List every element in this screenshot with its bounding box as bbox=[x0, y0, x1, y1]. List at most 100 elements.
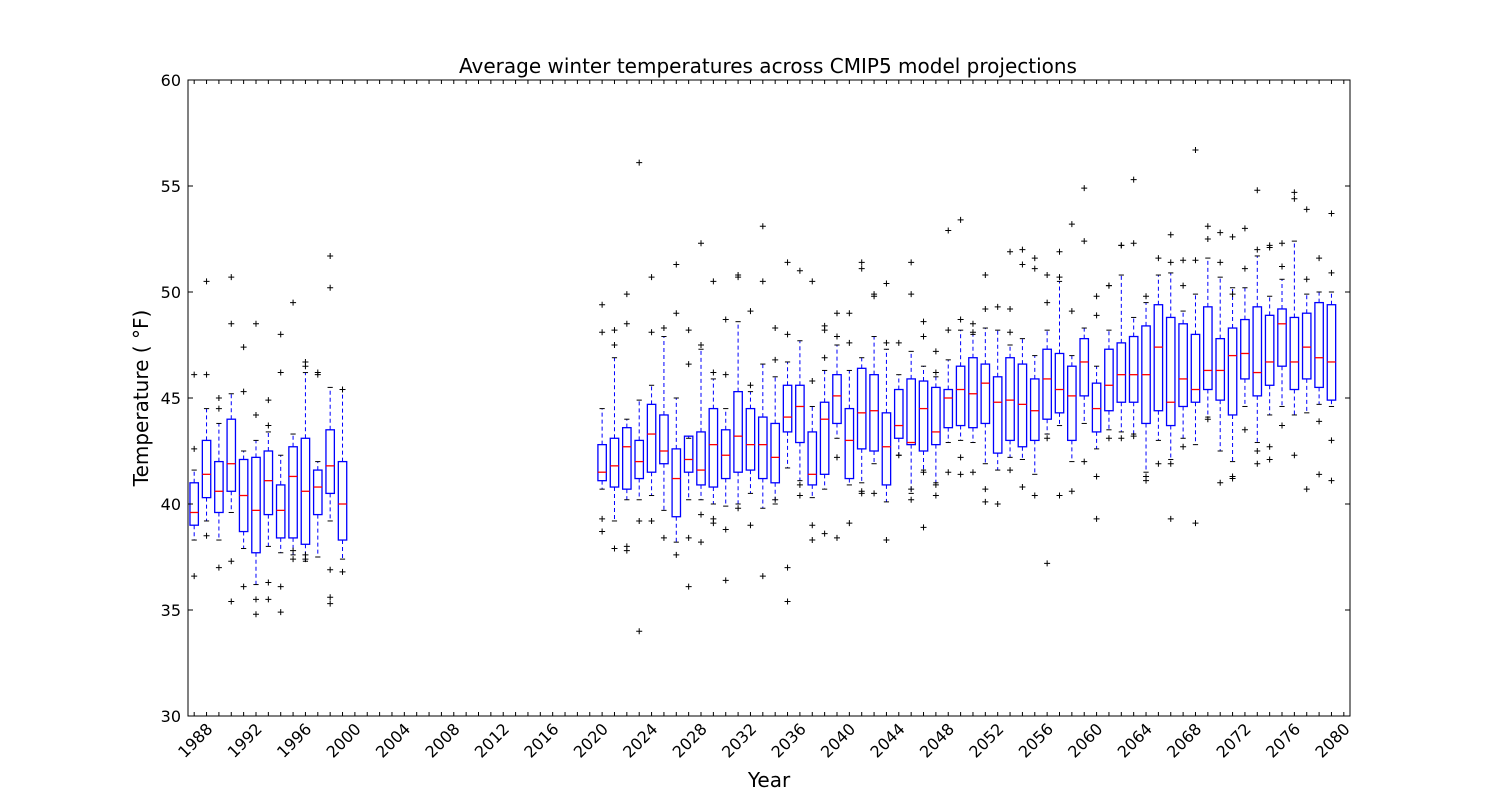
box-plot-2068 bbox=[1190, 146, 1201, 527]
flier-point bbox=[932, 369, 939, 376]
box bbox=[312, 469, 323, 516]
flier-point bbox=[1007, 305, 1014, 312]
flier-point bbox=[240, 583, 247, 590]
x-tick-label: 2032 bbox=[718, 719, 760, 761]
flier-point bbox=[821, 322, 828, 329]
box-plot-2037 bbox=[807, 278, 818, 544]
flier-point bbox=[759, 573, 766, 580]
flier-point bbox=[215, 564, 222, 571]
box bbox=[819, 401, 830, 475]
flier-point bbox=[883, 339, 890, 346]
flier-point bbox=[1130, 240, 1137, 247]
box bbox=[1017, 363, 1028, 448]
flier-point bbox=[1279, 422, 1286, 429]
box bbox=[325, 429, 336, 495]
flier-point bbox=[1044, 435, 1051, 442]
flier-point bbox=[908, 486, 915, 493]
box-plot-2047 bbox=[931, 348, 941, 499]
box-plot-2040 bbox=[844, 310, 855, 527]
axes-frame bbox=[187, 79, 1351, 717]
y-axis-title: Temperature ( °F) bbox=[129, 310, 153, 488]
box-plot-2044 bbox=[893, 339, 904, 459]
box bbox=[275, 484, 286, 539]
flier-point bbox=[969, 329, 976, 336]
box-plot-2061 bbox=[1104, 282, 1114, 442]
flier-point bbox=[735, 505, 742, 512]
flier-point bbox=[1266, 456, 1273, 463]
flier-point bbox=[710, 369, 717, 376]
box bbox=[1067, 365, 1077, 442]
flier-point bbox=[796, 267, 803, 274]
box-plot-2027 bbox=[683, 327, 694, 590]
flier-point bbox=[908, 291, 915, 298]
box-plot-2077 bbox=[1301, 206, 1312, 493]
flier-point bbox=[1192, 146, 1199, 153]
box bbox=[1264, 314, 1275, 386]
flier-point bbox=[1316, 255, 1323, 262]
flier-point bbox=[648, 517, 655, 524]
box-plot-2052 bbox=[992, 303, 1003, 507]
box-plot-2045 bbox=[906, 259, 917, 503]
box bbox=[968, 357, 978, 429]
box bbox=[683, 435, 694, 473]
x-tick-label: 2016 bbox=[520, 719, 562, 761]
flier-point bbox=[191, 371, 198, 378]
box bbox=[226, 418, 237, 492]
flier-point bbox=[932, 348, 939, 355]
flier-point bbox=[1056, 492, 1063, 499]
box bbox=[1128, 335, 1139, 403]
box bbox=[696, 431, 706, 486]
flier-point bbox=[277, 583, 284, 590]
flier-point bbox=[1007, 467, 1014, 474]
flier-point bbox=[252, 320, 259, 327]
box-plot-2060 bbox=[1091, 293, 1102, 522]
flier-point bbox=[772, 496, 779, 503]
flier-point bbox=[599, 301, 606, 308]
box bbox=[597, 443, 607, 482]
flier-point bbox=[599, 528, 606, 535]
flier-point bbox=[833, 454, 840, 461]
flier-point bbox=[1192, 520, 1199, 527]
box-plot-2033 bbox=[757, 223, 768, 580]
flier-point bbox=[1118, 435, 1125, 442]
flier-point bbox=[1081, 185, 1088, 192]
flier-point bbox=[932, 492, 939, 499]
flier-point bbox=[265, 596, 272, 603]
box-plot-2042 bbox=[869, 291, 879, 497]
box bbox=[893, 388, 904, 439]
flier-point bbox=[969, 469, 976, 476]
box bbox=[263, 450, 274, 516]
flier-point bbox=[660, 534, 667, 541]
flier-point bbox=[1007, 329, 1014, 336]
flier-point bbox=[982, 272, 989, 279]
x-tick-label: 2028 bbox=[669, 719, 711, 761]
flier-point bbox=[957, 454, 964, 461]
flier-point bbox=[747, 382, 754, 389]
flier-point bbox=[846, 310, 853, 317]
flier-point bbox=[1056, 274, 1063, 281]
flier-point bbox=[203, 532, 210, 539]
flier-point bbox=[747, 522, 754, 529]
box-plot-2031 bbox=[733, 272, 743, 512]
flier-point bbox=[1143, 473, 1150, 480]
flier-point bbox=[252, 411, 259, 418]
flier-point bbox=[327, 600, 334, 607]
flier-point bbox=[302, 551, 309, 558]
box-plot-1989 bbox=[214, 395, 224, 571]
flier-point bbox=[945, 227, 952, 234]
flier-point bbox=[1019, 246, 1026, 253]
box-plot-1993 bbox=[263, 397, 274, 603]
flier-point bbox=[722, 371, 729, 378]
y-tick-label: 50 bbox=[161, 283, 181, 302]
box bbox=[720, 429, 731, 480]
box bbox=[1054, 352, 1065, 414]
flier-point bbox=[969, 320, 976, 327]
x-tick-label: 2052 bbox=[965, 719, 1007, 761]
box bbox=[844, 407, 855, 480]
flier-point bbox=[265, 397, 272, 404]
box bbox=[943, 388, 954, 429]
flier-point bbox=[215, 405, 222, 412]
box bbox=[1301, 312, 1312, 380]
flier-point bbox=[290, 299, 297, 306]
flier-point bbox=[871, 490, 878, 497]
